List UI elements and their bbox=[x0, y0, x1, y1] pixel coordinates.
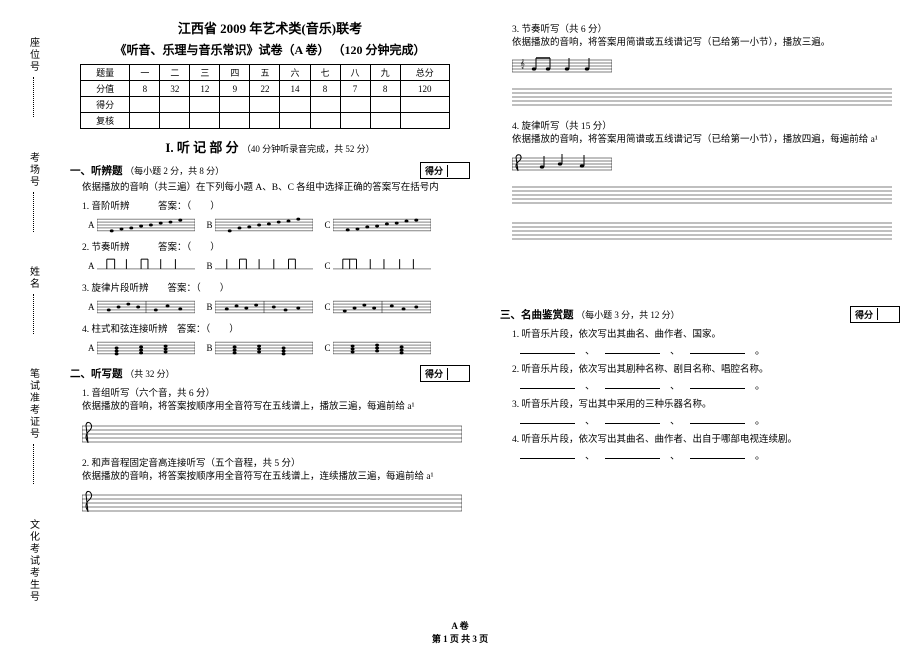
side-exam-id: 笔试准考证号 bbox=[26, 368, 41, 484]
q3-heading: 三、名曲鉴赏题 （每小题 3 分，共 12 分） 得分 bbox=[500, 306, 900, 323]
side-line bbox=[33, 77, 34, 117]
empty-staff bbox=[82, 419, 462, 449]
q2-item3-title: 3. 节奏听写（共 6 分） bbox=[512, 21, 900, 35]
row-header: 题量 bbox=[81, 65, 130, 81]
q1-item-2: 2. 节奏听辨 答案：（ ） A B C bbox=[70, 239, 470, 277]
music-staff-snippet bbox=[97, 214, 195, 236]
side-line bbox=[33, 444, 34, 484]
abc-row: A B C bbox=[88, 214, 470, 236]
q1-item-4: 4. 柱式和弦连接听辨 答案：（ ） A B C bbox=[70, 321, 470, 359]
q1-heading: 一、听辨题 （每小题 2 分，共 8 分） 得分 bbox=[70, 162, 470, 179]
q3-item-3: 3. 听音乐片段，写出其中采用的三种乐器名称。 bbox=[512, 396, 900, 410]
answer-blanks: 、、。 bbox=[520, 342, 900, 357]
q1-item-1: 1. 音阶听辨 答案：（ ） A B C bbox=[70, 198, 470, 236]
table-row-header: 题量 一 二 三 四 五 六 七 八 九 总分 bbox=[81, 65, 450, 81]
right-column: 3. 节奏听写（共 6 分） 依据播放的音响，将答案用简谱或五线谱记写（已给第一… bbox=[500, 18, 900, 524]
score-box: 得分 bbox=[420, 162, 470, 179]
side-line bbox=[33, 294, 34, 334]
q3-item-2: 2. 听音乐片段，依次写出其剧种名称、剧目名称、唱腔名称。 bbox=[512, 361, 900, 375]
score-summary-table: 题量 一 二 三 四 五 六 七 八 九 总分 分值 8 32 12 9 22 … bbox=[80, 64, 450, 129]
abc-row: A B C bbox=[88, 337, 470, 359]
exam-title-2: 《听音、乐理与音乐常识》试卷（A 卷） （120 分钟完成） bbox=[70, 41, 470, 58]
abc-row: A B C bbox=[88, 255, 470, 277]
q3-item-4: 4. 听音乐片段，依次写出其曲名、曲作者、出自于哪部电视连续剧。 bbox=[512, 431, 900, 445]
empty-staff bbox=[82, 488, 462, 518]
binding-margin: 座位号 考场号 姓名 笔试准考证号 文化考试考生号 bbox=[8, 20, 58, 620]
q3-item-1: 1. 听音乐片段，依次写出其曲名、曲作者、国家。 bbox=[512, 326, 900, 340]
answer-blanks: 、、。 bbox=[520, 447, 900, 462]
side-label-name: 姓名 bbox=[26, 266, 41, 290]
q2-item1-title: 1. 音组听写（六个音，共 6 分） bbox=[82, 385, 470, 399]
abc-row: A B C bbox=[88, 296, 470, 318]
side-label-room: 考场号 bbox=[26, 152, 41, 188]
row-header: 分值 bbox=[81, 81, 130, 97]
page-content: 江西省 2009 年艺术类(音乐)联考 《听音、乐理与音乐常识》试卷（A 卷） … bbox=[70, 18, 900, 524]
side-seat-no: 座位号 bbox=[26, 37, 41, 117]
section-1-title: I. 听 记 部 分 （40 分钟听录音完成，共 52 分） bbox=[70, 137, 470, 156]
q1-item-3: 3. 旋律片段听辨 答案：（ ） A B C bbox=[70, 280, 470, 318]
score-box: 得分 bbox=[850, 306, 900, 323]
empty-staff bbox=[512, 216, 892, 246]
q2-item2-desc: 依据播放的音响，将答案按顺序用全音符写在五线谱上，连续播放三遍，每遍前给 a¹ bbox=[82, 471, 470, 484]
empty-staff bbox=[512, 180, 892, 210]
music-staff-snippet bbox=[215, 337, 313, 359]
table-row-review: 复核 bbox=[81, 113, 450, 129]
q2-item2-title: 2. 和声音程固定音高连接听写（五个音程，共 5 分） bbox=[82, 455, 470, 469]
answer-blanks: 、、。 bbox=[520, 377, 900, 392]
music-staff-snippet bbox=[215, 296, 313, 318]
side-room-no: 考场号 bbox=[26, 152, 41, 232]
table-row-values: 分值 8 32 12 9 22 14 8 7 8 120 bbox=[81, 81, 450, 97]
side-label-seat: 座位号 bbox=[26, 37, 41, 73]
answer-blanks: 、、。 bbox=[520, 412, 900, 427]
row-header: 复核 bbox=[81, 113, 130, 129]
score-box: 得分 bbox=[420, 365, 470, 382]
row-header: 得分 bbox=[81, 97, 130, 113]
music-staff-snippet bbox=[333, 214, 431, 236]
music-staff-snippet bbox=[333, 337, 431, 359]
side-label-culture: 文化考试考生号 bbox=[26, 519, 41, 603]
q2-item4-title: 4. 旋律听写（共 15 分） bbox=[512, 118, 900, 132]
music-staff-snippet bbox=[97, 296, 195, 318]
music-staff-snippet bbox=[97, 337, 195, 359]
q2-item1-desc: 依据播放的音响，将答案按顺序用全音符写在五线谱上，播放三遍，每遍前给 a¹ bbox=[82, 401, 470, 414]
music-staff-snippet bbox=[97, 255, 195, 277]
svg-text:𝄞: 𝄞 bbox=[520, 59, 525, 68]
side-culture-id: 文化考试考生号 bbox=[26, 519, 41, 603]
music-staff-snippet bbox=[333, 255, 431, 277]
exam-title-1: 江西省 2009 年艺术类(音乐)联考 bbox=[70, 18, 470, 37]
side-name: 姓名 bbox=[26, 266, 41, 334]
q2-heading: 二、听写题 （共 32 分） 得分 bbox=[70, 365, 470, 382]
empty-staff bbox=[512, 82, 892, 112]
q2-item4-desc: 依据播放的音响，将答案用简谱或五线谱记写（已给第一小节），播放四遍，每遍前给 a… bbox=[512, 134, 900, 147]
side-label-examid: 笔试准考证号 bbox=[26, 368, 41, 440]
left-column: 江西省 2009 年艺术类(音乐)联考 《听音、乐理与音乐常识》试卷（A 卷） … bbox=[70, 18, 470, 524]
q2-item3-desc: 依据播放的音响，将答案用简谱或五线谱记写（已给第一小节），播放三遍。 bbox=[512, 37, 900, 50]
rhythm-given-bar: 𝄞 bbox=[512, 54, 612, 78]
table-row-score: 得分 bbox=[81, 97, 450, 113]
music-staff-snippet bbox=[215, 214, 313, 236]
music-staff-snippet bbox=[215, 255, 313, 277]
page-footer: A 卷 第 1 页 共 3 页 bbox=[0, 619, 920, 645]
side-line bbox=[33, 192, 34, 232]
q1-desc: 依据播放的音响（共三遍）在下列每小题 A、B、C 各组中选择正确的答案写在括号内 bbox=[82, 182, 470, 195]
melody-given-bar bbox=[512, 152, 612, 176]
music-staff-snippet bbox=[333, 296, 431, 318]
